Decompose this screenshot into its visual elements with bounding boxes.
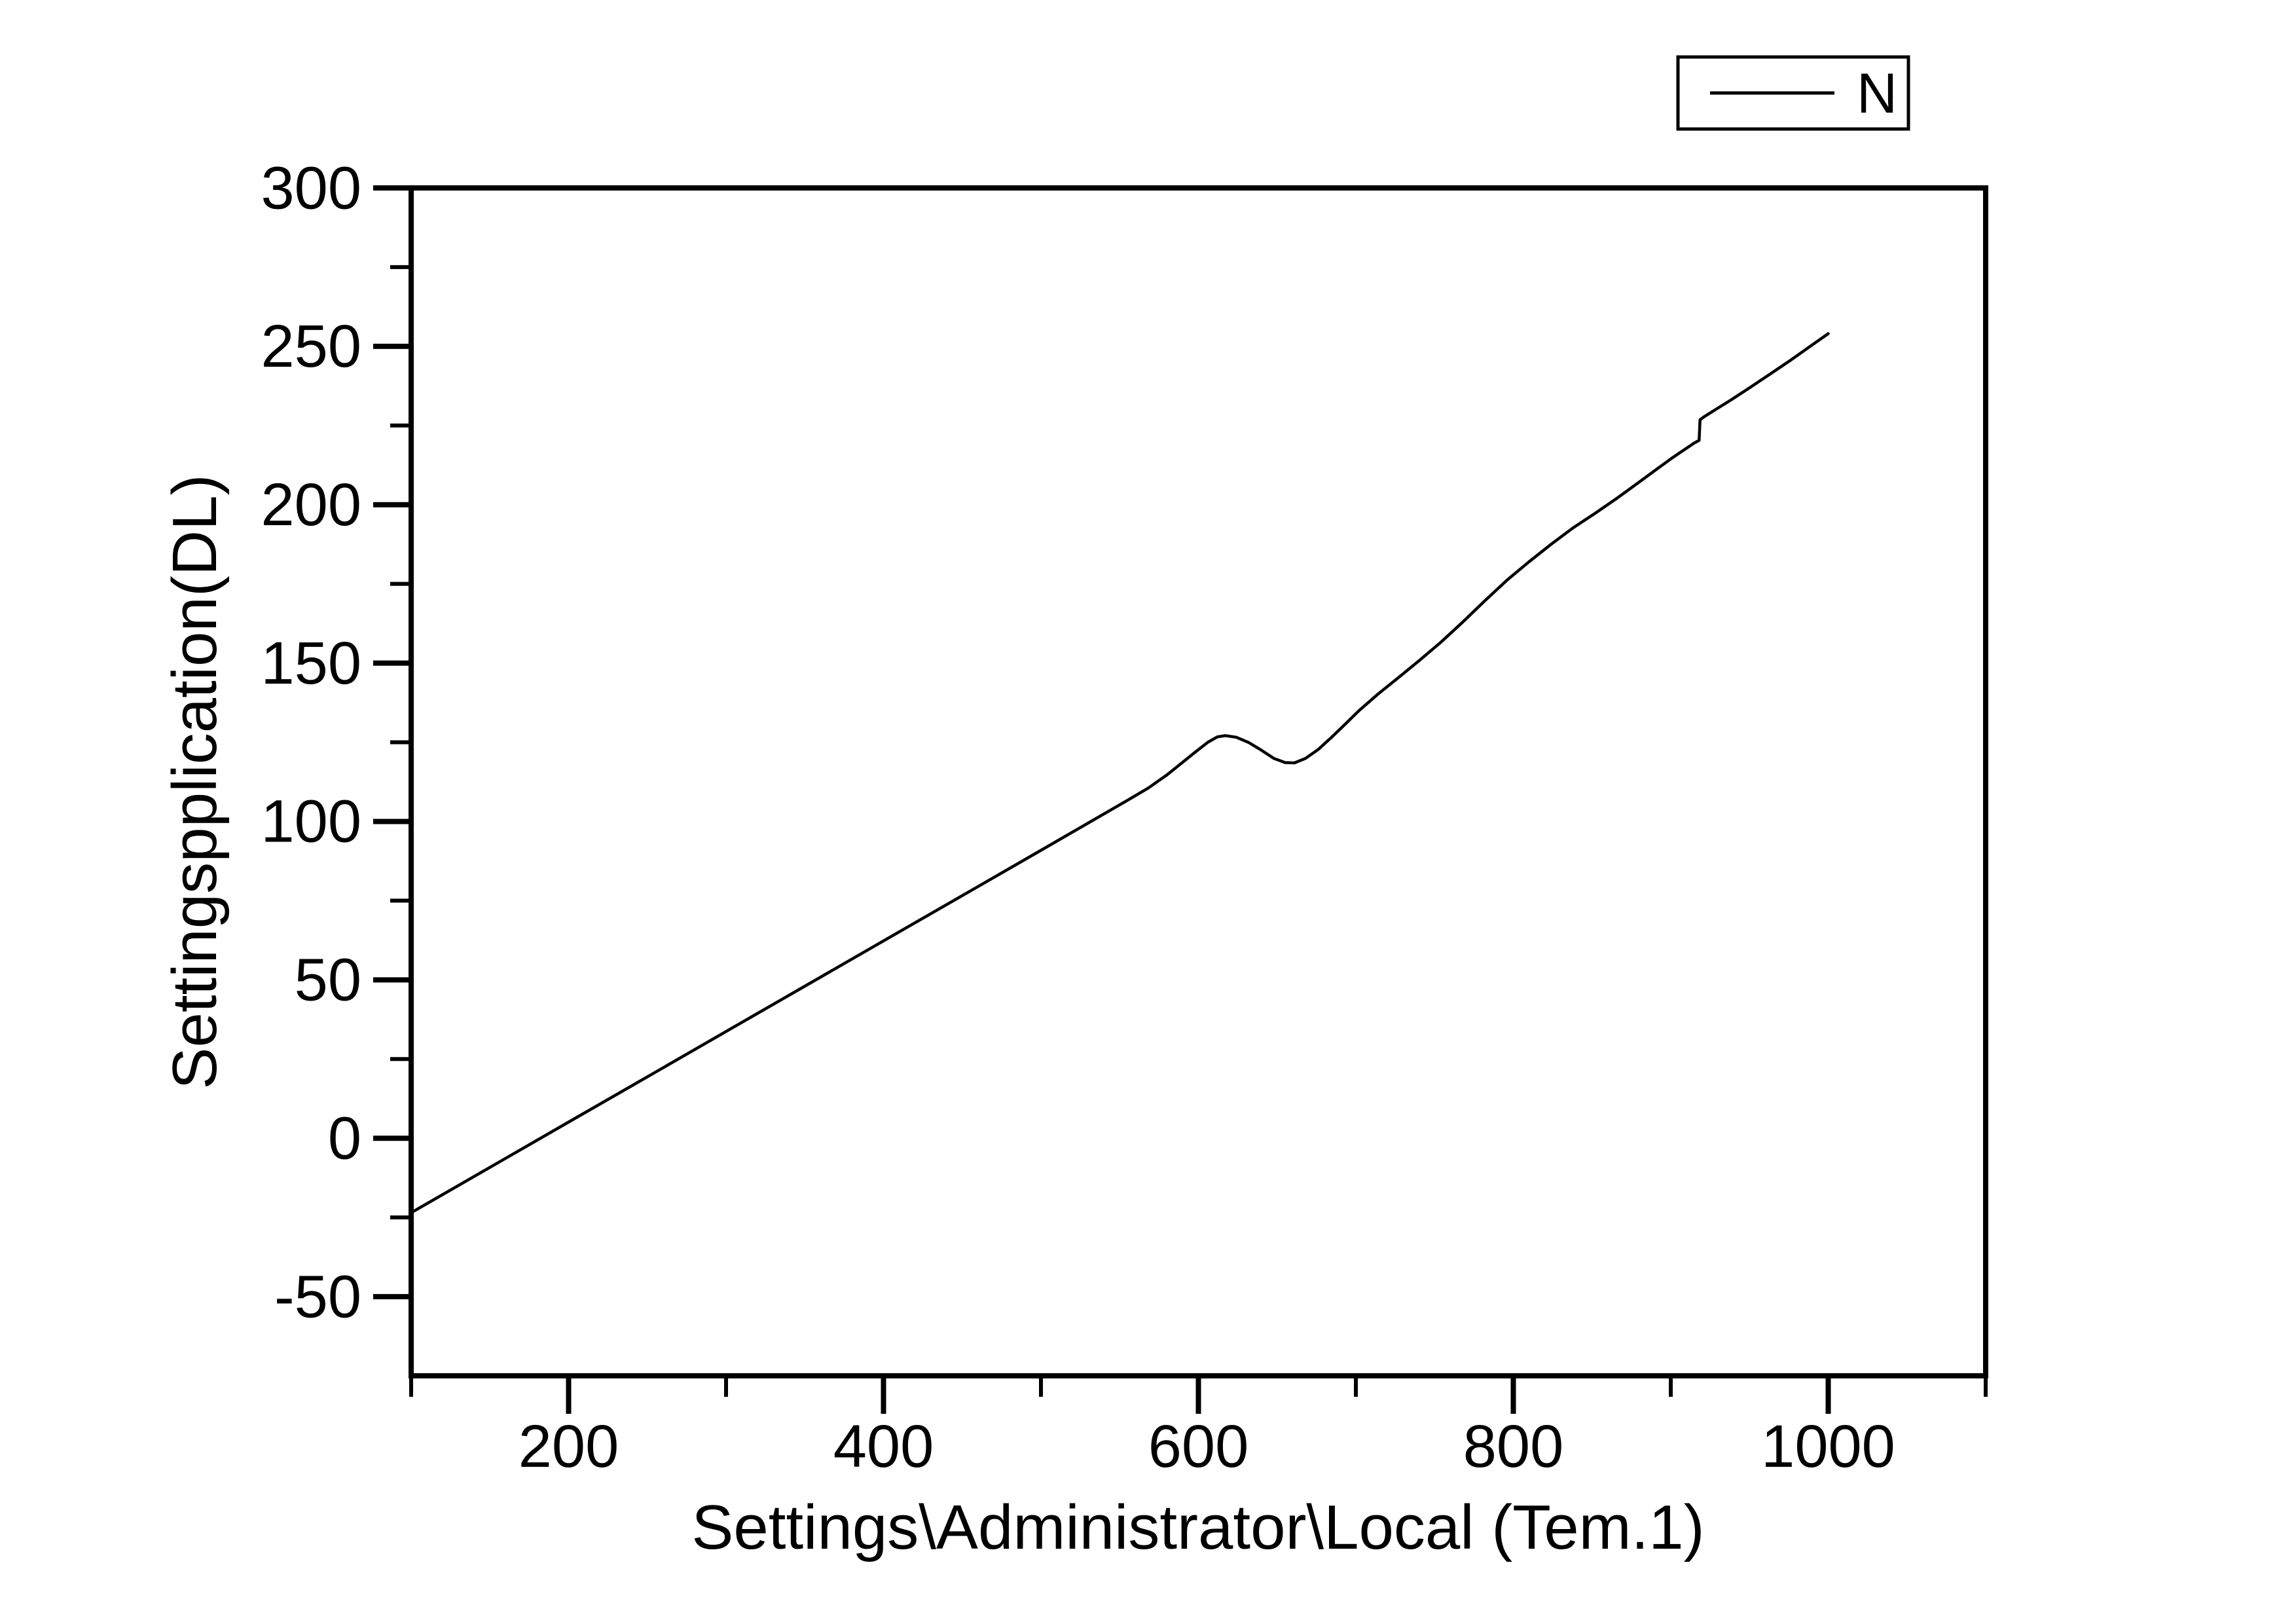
plot-frame	[409, 185, 1988, 1378]
x-tick-label: 1000	[1761, 1413, 1895, 1480]
y-tick-label: 150	[261, 630, 362, 697]
x-tick-label: 200	[519, 1413, 619, 1480]
axis-ticks	[373, 185, 1988, 1414]
tick-labels: 200 400 600 800 1000 300 250 200 150 100 50 0 -50	[261, 155, 1895, 1480]
legend-label: N	[1857, 62, 1897, 125]
x-tick-label: 800	[1463, 1413, 1564, 1480]
x-tick-label: 400	[833, 1413, 934, 1480]
y-tick-label: -50	[274, 1263, 361, 1330]
y-tick-label: 0	[328, 1105, 361, 1172]
y-tick-label: 50	[295, 947, 361, 1014]
y-tick-label: 200	[261, 471, 362, 538]
legend: N	[1676, 55, 1910, 131]
y-tick-label: 300	[261, 155, 362, 221]
y-tick-label: 250	[261, 313, 362, 380]
y-axis-title: Settingspplication(DL)	[160, 474, 230, 1089]
x-axis-title: Settings\Administrator\Local (Tem.1)	[691, 1492, 1704, 1562]
x-tick-label: 600	[1148, 1413, 1249, 1480]
y-tick-label: 100	[261, 788, 362, 855]
series-line-n	[409, 332, 1830, 1215]
